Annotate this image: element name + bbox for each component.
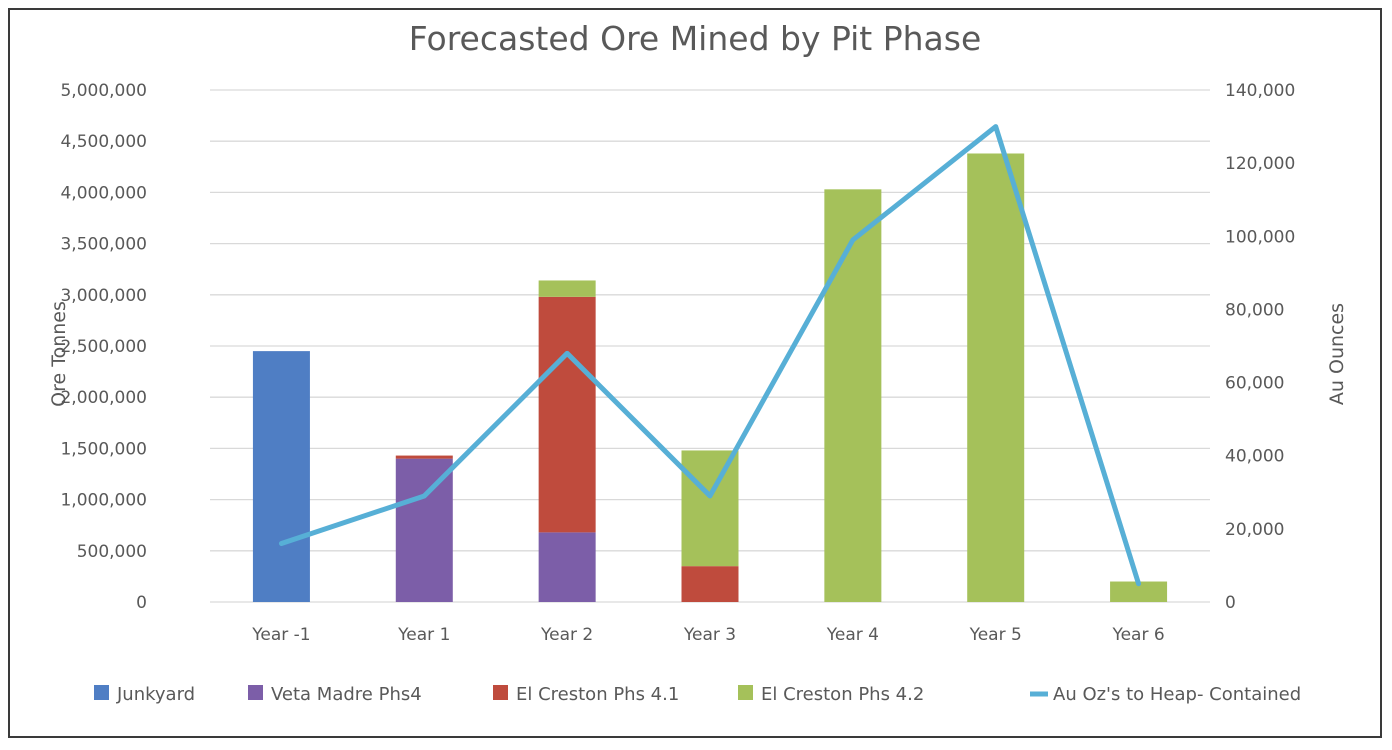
y2-tick-label: 120,000 xyxy=(1225,154,1295,174)
chart-frame: Forecasted Ore Mined by Pit Phase 0 500,0… xyxy=(8,8,1382,738)
x-tick-label: Year -1 xyxy=(251,625,310,645)
bar-segment xyxy=(395,458,453,602)
y-tick-label: 0 xyxy=(136,593,147,613)
chart-title: Forecasted Ore Mined by Pit Phase xyxy=(409,19,982,58)
x-tick-label: Year 5 xyxy=(969,625,1022,645)
x-tick-label: Year 1 xyxy=(397,625,450,645)
legend-swatch xyxy=(738,685,753,700)
line-series xyxy=(278,124,1142,587)
y2-tick-label: 100,000 xyxy=(1225,227,1295,247)
bar-segment xyxy=(395,455,453,459)
bar-series xyxy=(252,153,1168,602)
y-tick-label: 1,000,000 xyxy=(60,491,147,511)
legend-label: El Creston Phs 4.1 xyxy=(516,684,679,705)
y-tick-label: 500,000 xyxy=(77,542,147,562)
bar-segment xyxy=(1110,581,1168,602)
y-tick-label: 4,500,000 xyxy=(60,132,147,152)
y2-tick-label: 140,000 xyxy=(1225,81,1295,101)
bar-segment xyxy=(538,280,596,297)
bar-segment xyxy=(967,153,1025,602)
legend-swatch xyxy=(248,685,263,700)
x-tick-label: Year 4 xyxy=(826,625,879,645)
legend: Junkyard Veta Madre Phs4 El Creston Phs 4.… xyxy=(94,684,1301,705)
bar-segment xyxy=(681,450,739,567)
bar-segment xyxy=(824,189,882,602)
x-tick-label: Year 3 xyxy=(683,625,736,645)
primary-y-axis-title: Ore Tonnes xyxy=(48,301,70,407)
bar-segment xyxy=(681,566,739,602)
chart: Forecasted Ore Mined by Pit Phase 0 500,0… xyxy=(48,19,1348,705)
legend-swatch xyxy=(493,685,508,700)
x-tick-label: Year 2 xyxy=(540,625,593,645)
secondary-y-axis-ticks: 0 20,000 40,000 60,000 80,000 100,000 120,000 1… xyxy=(1225,81,1295,613)
y2-tick-label: 20,000 xyxy=(1225,520,1284,540)
legend-label: Veta Madre Phs4 xyxy=(271,684,422,705)
y-tick-label: 2,500,000 xyxy=(60,337,147,357)
y2-tick-label: 0 xyxy=(1225,593,1236,613)
bar-segment xyxy=(538,532,596,602)
y-tick-label: 2,000,000 xyxy=(60,388,147,408)
primary-y-axis-ticks: 0 500,000 1,000,000 1,500,000 2,000,000 2,500… xyxy=(60,81,147,613)
legend-label: El Creston Phs 4.2 xyxy=(761,684,924,705)
y-tick-label: 5,000,000 xyxy=(60,81,147,101)
y-tick-label: 3,500,000 xyxy=(60,235,147,255)
x-axis-ticks: Year -1 Year 1 Year 2 Year 3 Year 4 Year 5 Yea… xyxy=(251,625,1164,645)
legend-label: Au Oz's to Heap- Contained xyxy=(1053,684,1301,705)
x-tick-label: Year 6 xyxy=(1111,625,1164,645)
y-tick-label: 1,500,000 xyxy=(60,439,147,459)
gridlines xyxy=(210,89,1210,603)
legend-swatch xyxy=(94,685,109,700)
secondary-y-axis-title: Au Ounces xyxy=(1326,303,1348,405)
y2-tick-label: 40,000 xyxy=(1225,447,1284,467)
bar-segment xyxy=(252,351,310,602)
legend-label: Junkyard xyxy=(116,684,195,705)
y-tick-label: 4,000,000 xyxy=(60,183,147,203)
y2-tick-label: 80,000 xyxy=(1225,300,1284,320)
bar-segment xyxy=(538,296,596,533)
y2-tick-label: 60,000 xyxy=(1225,374,1284,394)
y-tick-label: 3,000,000 xyxy=(60,286,147,306)
